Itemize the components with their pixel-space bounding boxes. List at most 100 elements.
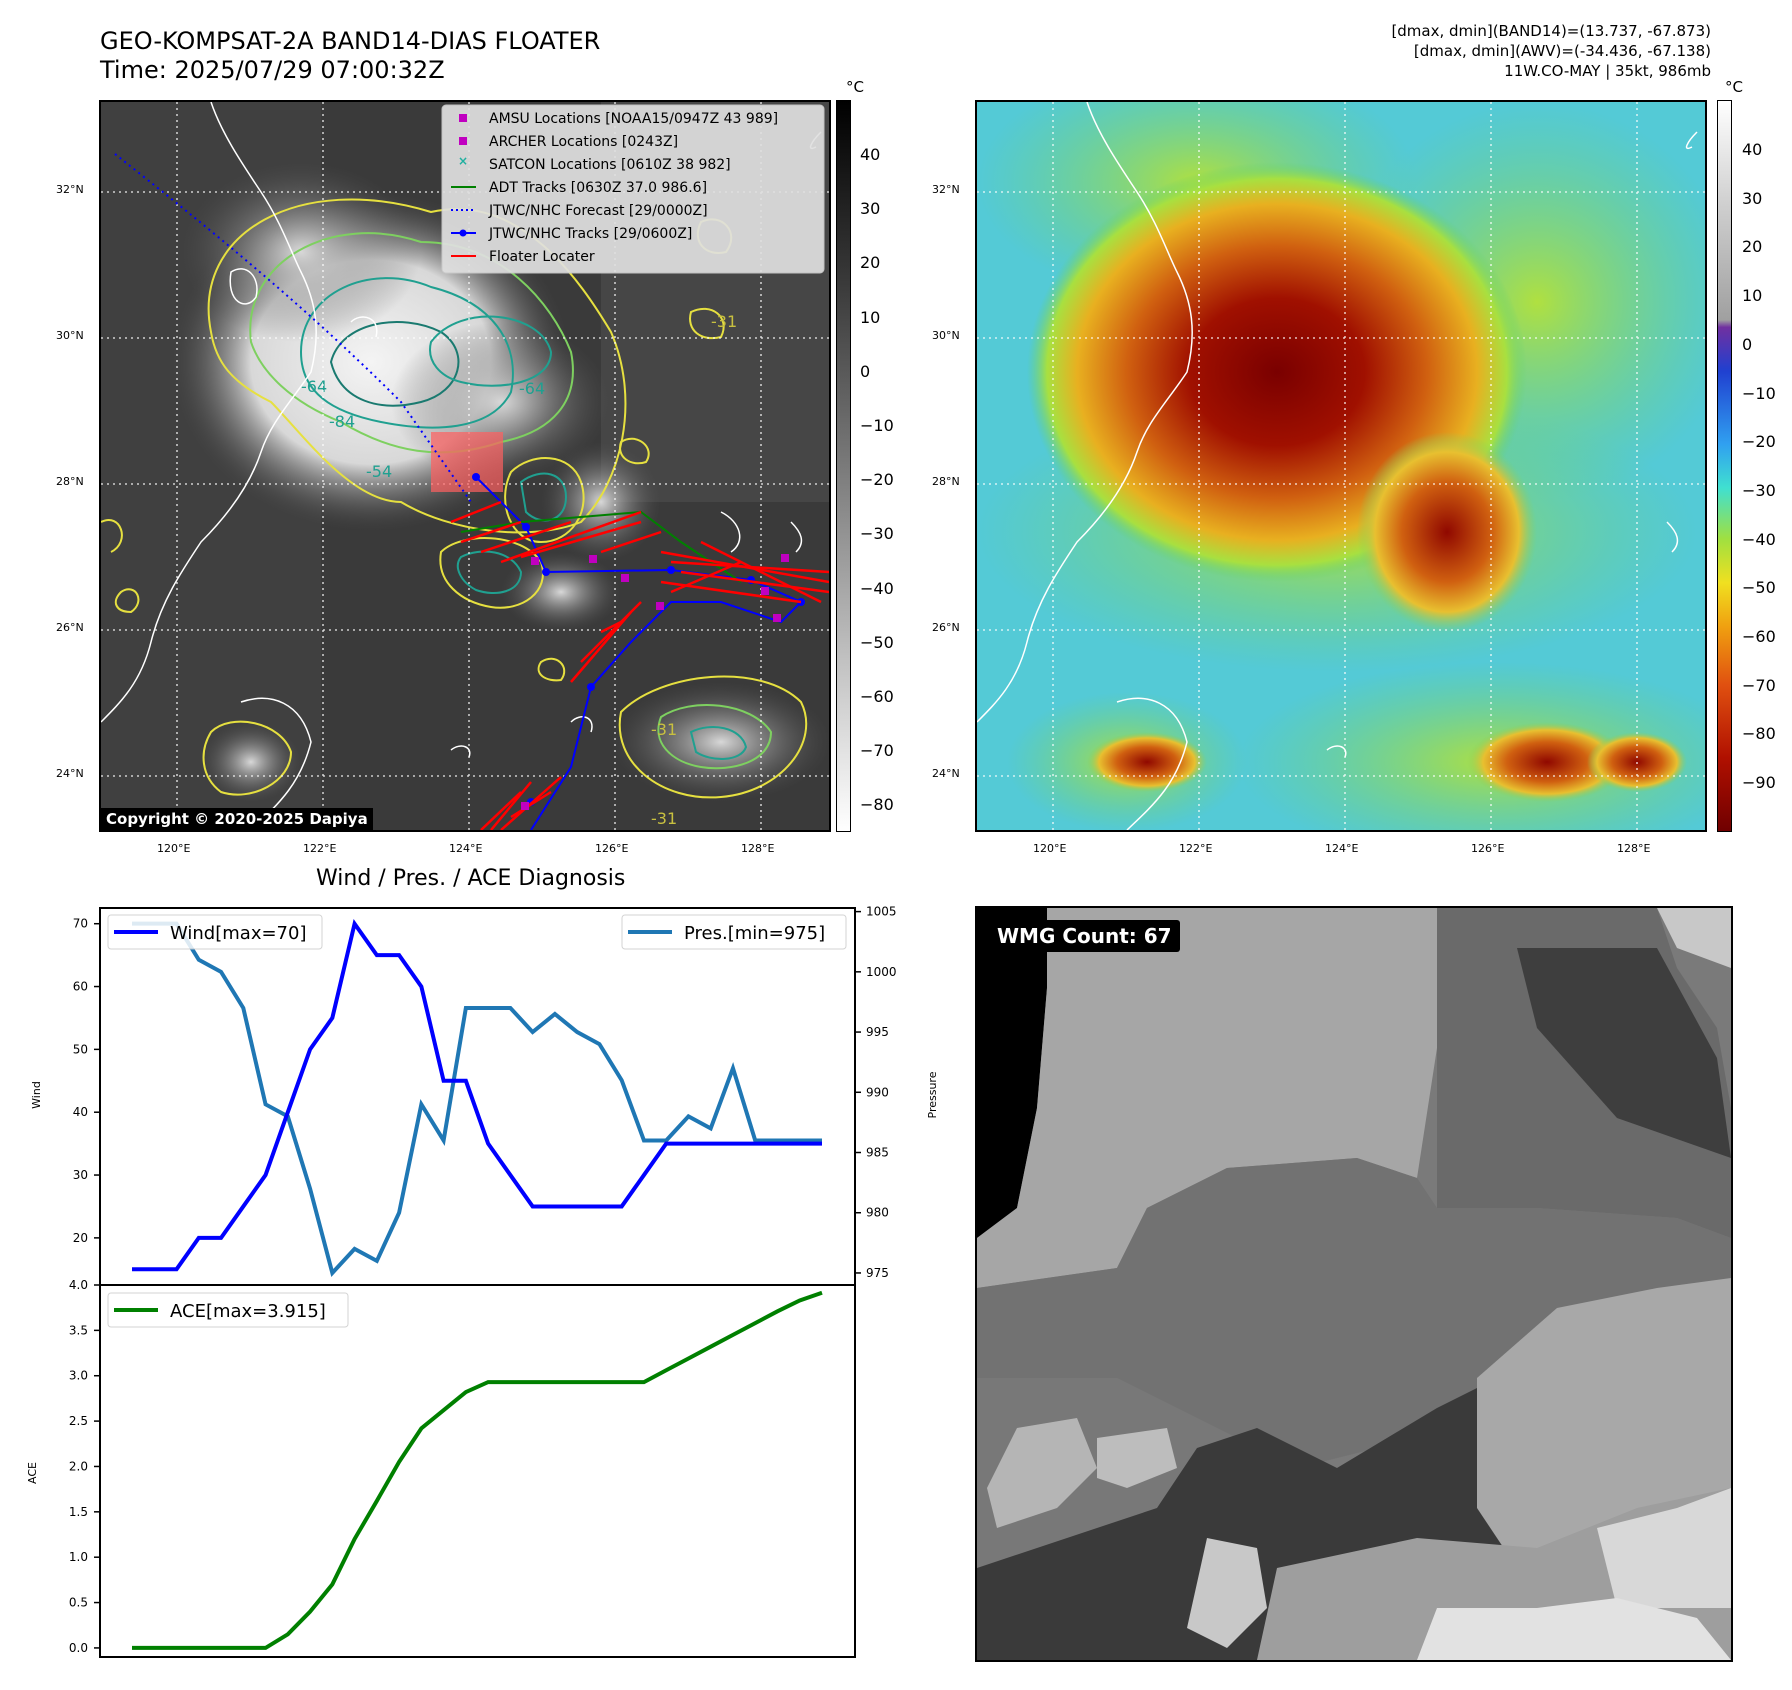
legend-label: AMSU Locations [NOAA15/0947Z 43 989] — [489, 111, 778, 127]
axis-tick-label: 50 — [73, 1042, 88, 1056]
lon-label: 124°E — [1325, 842, 1359, 855]
lon-label: 128°E — [741, 842, 775, 855]
colorbar-tick-label: −30 — [860, 524, 894, 544]
colorbar-tick-label: 40 — [860, 145, 881, 164]
diagnosis-chart: 20 30 40 50 60 70 975 980 985 990 995 1000 1005 0.0… — [26, 905, 939, 1658]
colorbar-tick-label: −50 — [1742, 578, 1776, 598]
wind-legend: Wind[max=70] — [107, 914, 323, 950]
diagnosis-title: Wind / Pres. / ACE Diagnosis — [316, 866, 626, 891]
ace-legend-label: ACE[max=3.915] — [170, 1301, 326, 1322]
lat-label: 28°N — [56, 475, 84, 488]
axis-tick-label: 70 — [73, 917, 88, 931]
axis-tick-label: 980 — [866, 1206, 889, 1220]
lat-label: 26°N — [932, 621, 960, 634]
axis-tick-label: 985 — [866, 1146, 889, 1160]
lat-label: 30°N — [56, 329, 84, 342]
color-ir-map-panel — [975, 100, 1707, 832]
wind-legend-label: Wind[max=70] — [170, 923, 307, 944]
colorbar-tick-label: −10 — [860, 416, 894, 435]
colorbar-tick-label: −40 — [1742, 529, 1776, 549]
colorbar-tick-label: 10 — [860, 307, 881, 327]
axis-tick-label: 1005 — [866, 905, 897, 919]
colorbar-tick-label: −20 — [1742, 432, 1776, 452]
legend-label: Floater Locater — [489, 249, 595, 265]
wmg-panel: WMG Count: 67 — [975, 906, 1733, 1662]
map-legend: × AMSU Locations [NOAA15/0947Z 43 989] A… — [441, 104, 825, 274]
contour-label: -54 — [366, 462, 392, 481]
lat-label: 24°N — [56, 767, 84, 780]
colorbar-tick-label: 0 — [1742, 334, 1753, 354]
legend-label: SATCON Locations [0610Z 38 982] — [489, 157, 731, 173]
ace-series-line — [132, 1290, 823, 1650]
colorbar-unit-right: °C — [1725, 78, 1743, 96]
lon-label: 120°E — [1033, 842, 1067, 855]
colorbar-tick-label: −60 — [1742, 627, 1776, 646]
axis-tick-label: 40 — [73, 1105, 88, 1119]
floater-box — [431, 432, 503, 492]
ace-axis-label: ACE — [26, 1462, 39, 1484]
contour-label: -64 — [301, 377, 327, 396]
lat-label: 28°N — [932, 475, 960, 488]
axis-tick-label: 995 — [866, 1025, 889, 1039]
color-ir-map-image — [977, 102, 1705, 830]
axis-tick-label: 1.5 — [69, 1505, 88, 1519]
axis-tick-label: 975 — [866, 1266, 889, 1280]
pressure-axis-label: Pressure — [926, 1071, 939, 1118]
wmg-count-badge: WMG Count: 67 — [989, 920, 1180, 952]
lat-label: 26°N — [56, 621, 84, 634]
lat-label: 24°N — [932, 767, 960, 780]
lon-label: 120°E — [157, 842, 191, 855]
floater-locater — [450, 500, 829, 830]
legend-label: ADT Tracks [0630Z 37.0 986.6] — [489, 180, 707, 196]
lon-label: 122°E — [303, 842, 337, 855]
axis-tick-label: 0.0 — [69, 1641, 88, 1655]
wmg-image — [977, 908, 1731, 1660]
lon-label: 126°E — [595, 842, 629, 855]
chart-title-line2: Time: 2025/07/29 07:00:32Z — [100, 56, 445, 84]
colorbar-tick-label: −70 — [860, 741, 894, 761]
lat-label: 32°N — [932, 183, 960, 196]
legend-marker-archer — [459, 137, 467, 145]
colorbar-tick-label: −80 — [1742, 724, 1776, 744]
colorbar-tick-label: −30 — [1742, 480, 1776, 500]
wind-axis-label: Wind — [30, 1081, 43, 1109]
axis-tick-label: 3.5 — [69, 1323, 88, 1337]
contour-label: -84 — [329, 412, 355, 431]
contour-label: -31 — [651, 720, 677, 739]
axis-tick-label: 30 — [73, 1168, 88, 1182]
colorbar-tick-label: −90 — [1742, 773, 1776, 793]
lon-label: 126°E — [1471, 842, 1505, 855]
contour-label: -64 — [519, 379, 545, 398]
wind-series-line — [132, 918, 822, 1272]
colorbar-tick-label: 40 — [1742, 140, 1763, 159]
lon-label: 122°E — [1179, 842, 1213, 855]
colorbar-tick-label: 10 — [1742, 286, 1763, 306]
lon-label: 124°E — [449, 842, 483, 855]
axis-tick-label: 1000 — [866, 965, 897, 979]
pressure-series-line — [132, 921, 822, 1277]
lat-label: 32°N — [56, 183, 84, 196]
ace-axes — [99, 1284, 856, 1658]
axis-tick-label: 20 — [73, 1231, 88, 1245]
ace-yticks: 0.0 0.5 1.0 1.5 2.0 2.5 3.0 3.5 4.0 — [69, 1278, 100, 1655]
ir-map-image: -84 -64 -64 -54 -31 -31 -31 — [101, 102, 829, 830]
legend-marker-satcon: × — [458, 154, 468, 168]
colorbar-tick-label: −60 — [860, 687, 894, 706]
colorbar-tick-label: −50 — [860, 632, 894, 652]
colorbar-tick-label: 20 — [860, 253, 881, 273]
copyright-badge: Copyright © 2020-2025 Dapiya — [101, 808, 373, 830]
axis-tick-label: 60 — [73, 980, 88, 994]
chart-title-line1: GEO-KOMPSAT-2A BAND14-DIAS FLOATER — [100, 27, 601, 55]
axis-tick-label: 0.5 — [69, 1596, 88, 1610]
legend-marker-amsu — [459, 114, 467, 122]
axis-tick-label: 2.0 — [69, 1459, 88, 1473]
pressure-legend-label: Pres.[min=975] — [684, 923, 825, 944]
ir-map-panel: -84 -64 -64 -54 -31 -31 -31 — [99, 100, 831, 832]
legend-label: JTWC/NHC Tracks [29/0600Z] — [488, 226, 692, 242]
info-line2: [dmax, dmin](AWV)=(-34.436, -67.138) — [1413, 42, 1711, 60]
pressure-legend: Pres.[min=975] — [621, 914, 847, 950]
info-line1: [dmax, dmin](BAND14)=(13.737, -67.873) — [1391, 22, 1711, 40]
lon-label: 128°E — [1617, 842, 1651, 855]
colorbar-tick-label: 30 — [860, 199, 881, 219]
colorbar-tick-label: −20 — [860, 470, 894, 490]
